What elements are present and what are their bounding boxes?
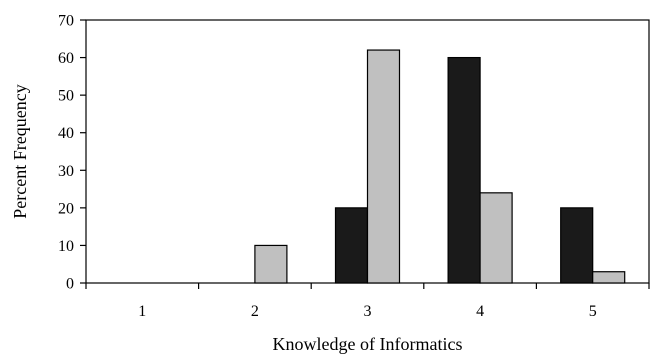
- bar-series-2-5: [592, 271, 626, 284]
- x-tick-label: 3: [364, 303, 372, 320]
- y-tick-label: 40: [58, 125, 74, 142]
- y-tick-label: 30: [58, 163, 74, 180]
- y-tick-label: 50: [58, 88, 74, 105]
- y-tick-label: 70: [58, 13, 74, 30]
- x-tick-label: 5: [589, 303, 597, 320]
- y-tick-label: 10: [58, 238, 74, 255]
- y-tick-label: 20: [58, 200, 74, 217]
- x-axis: 1 2 3 4 5: [85, 283, 650, 320]
- bar-series-1-3: [334, 207, 369, 284]
- x-tick-label: 4: [476, 303, 484, 320]
- x-tick-label: 2: [251, 303, 259, 320]
- bar-series-1-5: [560, 207, 594, 284]
- bar-series-2-3: [366, 49, 401, 284]
- y-tick-label: 60: [58, 50, 74, 67]
- bar-series-1-4: [447, 56, 481, 284]
- x-axis-title: Knowledge of Informatics: [273, 334, 463, 354]
- x-tick-label: 1: [138, 303, 146, 320]
- bar-series-2-4: [479, 192, 513, 284]
- y-axis-title: Percent Frequency: [10, 84, 30, 218]
- bar-series-2-2: [254, 244, 288, 284]
- bars: [254, 49, 626, 284]
- y-axis: 0 10 20 30 40 50 60 70: [58, 13, 86, 293]
- y-tick-label: 0: [66, 276, 74, 293]
